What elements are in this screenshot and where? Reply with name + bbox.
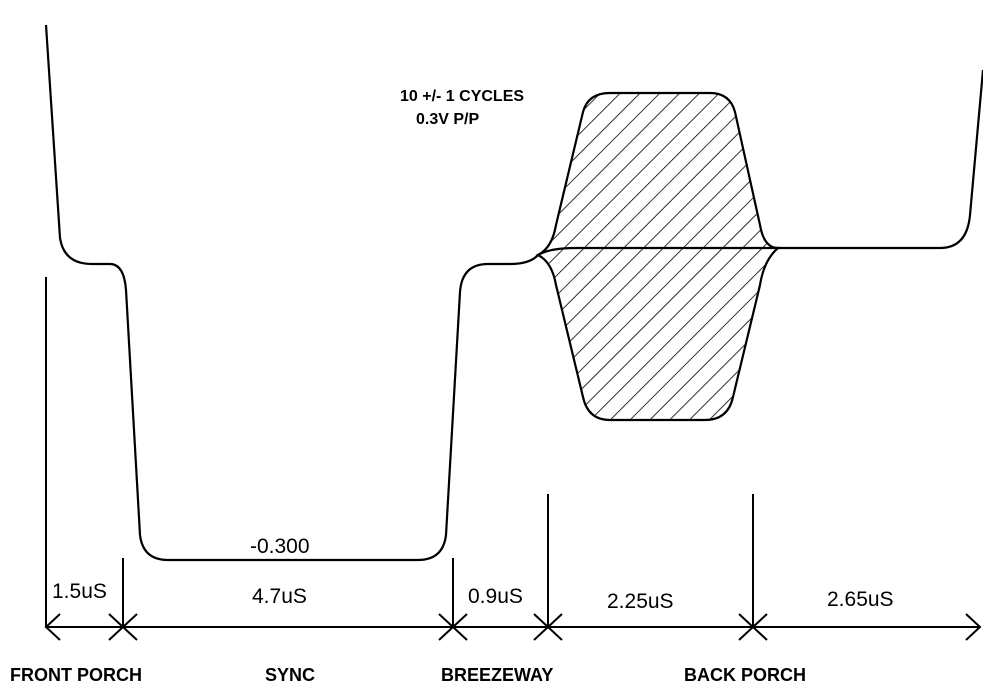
arrow-tail-left — [751, 613, 768, 641]
section-back-porch: BACK PORCH — [684, 665, 806, 685]
sync-waveform — [44, 24, 983, 562]
duration-front-porch: 1.5uS — [52, 580, 107, 603]
burst-cycles-label: 10 +/- 1 CYCLES — [400, 88, 524, 105]
duration-back-porch-tail: 2.65uS — [827, 588, 894, 611]
duration-sync: 4.7uS — [252, 585, 307, 608]
section-sync: SYNC — [265, 665, 315, 685]
color-burst-envelope — [535, 91, 781, 422]
arrow-breezeway-left — [451, 613, 468, 641]
sync-level-label: -0.300 — [250, 535, 310, 558]
section-front-porch: FRONT PORCH — [10, 665, 142, 685]
dimension-arrows — [44, 613, 982, 641]
duration-burst: 2.25uS — [607, 590, 674, 613]
arrow-sync-left — [121, 613, 138, 641]
arrow-front-porch-left — [44, 613, 61, 641]
arrow-burst-left — [546, 613, 563, 641]
burst-amplitude-label: 0.3V P/P — [416, 111, 479, 128]
section-breezeway: BREEZEWAY — [441, 665, 553, 685]
arrow-tail-right — [965, 613, 982, 641]
duration-breezeway: 0.9uS — [468, 585, 523, 608]
